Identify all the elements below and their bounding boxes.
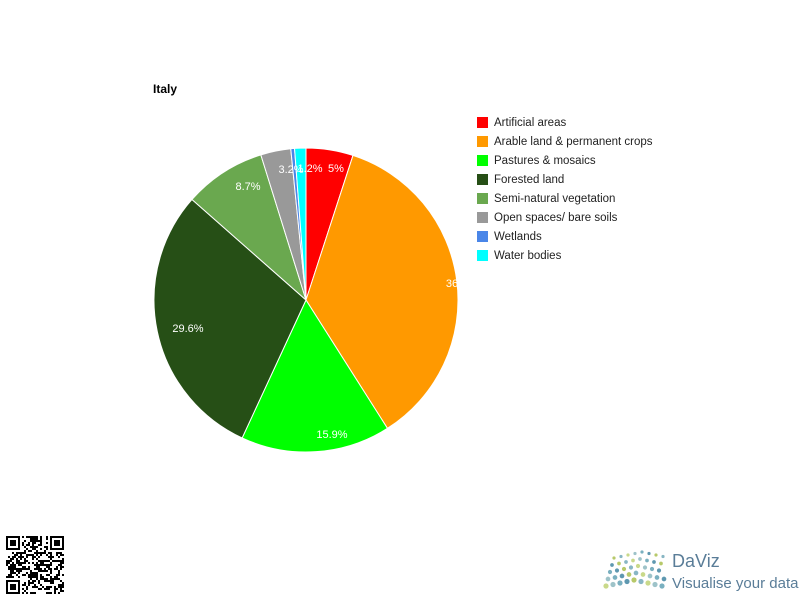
chart-legend: Artificial areas Arable land & permanent … — [477, 113, 653, 265]
pie-slice-semi-natural-vegetation[interactable] — [191, 154, 308, 302]
legend-label: Forested land — [494, 173, 565, 186]
chart-title: Italy — [153, 82, 178, 96]
slice-data-label: 3.2% — [278, 164, 303, 176]
legend-label: Wetlands — [494, 230, 542, 243]
legend-swatch — [477, 250, 488, 261]
legend-label: Arable land & permanent crops — [494, 135, 653, 148]
legend-item[interactable]: Wetlands — [477, 227, 653, 246]
legend-label: Water bodies — [494, 249, 562, 262]
slice-data-label: 1.2% — [297, 163, 322, 175]
pie-slice-water-bodies[interactable] — [294, 147, 307, 301]
slice-data-label: 5% — [328, 163, 344, 175]
slice-data-label: 15.9% — [316, 429, 347, 441]
legend-swatch — [477, 136, 488, 147]
legend-swatch — [477, 117, 488, 128]
slice-data-label: 36 — [446, 278, 458, 290]
legend-item[interactable]: Water bodies — [477, 246, 653, 265]
legend-item[interactable]: Forested land — [477, 170, 653, 189]
legend-swatch — [477, 231, 488, 242]
legend-swatch — [477, 212, 488, 223]
legend-item[interactable]: Artificial areas — [477, 113, 653, 132]
slice-data-label: 8.7% — [235, 181, 260, 193]
slice-data-label: 29.6% — [172, 323, 203, 335]
legend-label: Pastures & mosaics — [494, 154, 596, 167]
legend-label: Open spaces/ bare soils — [494, 211, 618, 224]
qr-code — [6, 536, 64, 594]
pie-slice-forested-land[interactable] — [153, 198, 307, 439]
legend-item[interactable]: Open spaces/ bare soils — [477, 208, 653, 227]
legend-swatch — [477, 193, 488, 204]
legend-label: Semi-natural vegetation — [494, 192, 616, 205]
brand-name: DaViz — [672, 551, 720, 571]
legend-item[interactable]: Semi-natural vegetation — [477, 189, 653, 208]
brand-tagline: Visualise your data — [672, 575, 799, 592]
daviz-logo-icon — [603, 550, 667, 589]
legend-swatch — [477, 155, 488, 166]
pie-slice-pastures-mosaics[interactable] — [241, 298, 389, 453]
legend-item[interactable]: Arable land & permanent crops — [477, 132, 653, 151]
legend-swatch — [477, 174, 488, 185]
legend-label: Artificial areas — [494, 116, 567, 129]
pie-slice-arable-land-permanent-crops[interactable] — [305, 154, 459, 430]
legend-item[interactable]: Pastures & mosaics — [477, 151, 653, 170]
